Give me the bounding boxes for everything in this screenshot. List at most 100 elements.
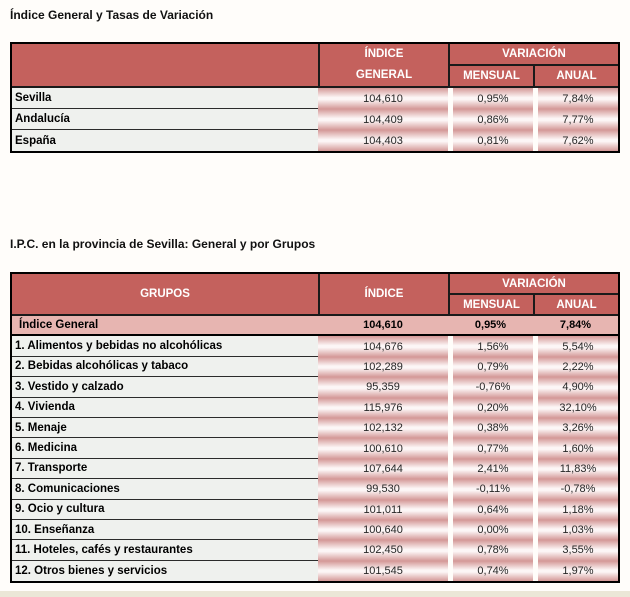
indice-cell: 95,359 bbox=[318, 377, 448, 398]
table-row: 11. Hoteles, cafés y restaurantes 102,45… bbox=[12, 540, 618, 561]
indice-cell: 104,409 bbox=[318, 109, 448, 130]
row-label-cell: 6. Medicina bbox=[12, 438, 318, 459]
indice-cell: 115,976 bbox=[318, 397, 448, 418]
anual-cell: 11,83% bbox=[533, 458, 618, 480]
anual-cell: 7,77% bbox=[533, 109, 618, 130]
table-row: 8. Comunicaciones 99,530 -0,11% -0,78% bbox=[12, 479, 618, 500]
page-bottom-strip bbox=[0, 591, 630, 597]
table-row: 7. Transporte 107,644 2,41% 11,83% bbox=[12, 458, 618, 480]
row-label-cell: 4. Vivienda bbox=[12, 397, 318, 418]
table-ipc-groups: GRUPOS ÍNDICE VARIACIÓN MENSUAL ANUAL Ín… bbox=[10, 272, 620, 584]
mensual-cell: -0,76% bbox=[448, 377, 533, 398]
anual-cell: 32,10% bbox=[533, 397, 618, 418]
table-row: 1. Alimentos y bebidas no alcohólicas 10… bbox=[12, 336, 618, 357]
table1-header-anual: ANUAL bbox=[533, 66, 618, 88]
row-label-cell: 1. Alimentos y bebidas no alcohólicas bbox=[12, 336, 318, 357]
indice-cell: 100,610 bbox=[318, 438, 448, 459]
anual-cell: 2,22% bbox=[533, 356, 618, 378]
table-row: 3. Vestido y calzado 95,359 -0,76% 4,90% bbox=[12, 377, 618, 398]
table-row: 12. Otros bienes y servicios 101,545 0,7… bbox=[12, 560, 618, 582]
indice-cell: 104,403 bbox=[318, 130, 448, 151]
anual-cell: 3,26% bbox=[533, 417, 618, 439]
indice-cell: 104,610 bbox=[318, 88, 448, 109]
row-label-cell: 12. Otros bienes y servicios bbox=[12, 560, 318, 582]
table-row: 5. Menaje 102,132 0,38% 3,26% bbox=[12, 417, 618, 439]
row-label-cell: 3. Vestido y calzado bbox=[12, 377, 318, 398]
mensual-cell: 0,74% bbox=[448, 560, 533, 582]
mensual-cell: 0,95% bbox=[448, 88, 533, 109]
row-label-cell: 10. Enseñanza bbox=[12, 519, 318, 541]
mensual-cell: 0,77% bbox=[448, 438, 533, 459]
row-label-cell: Índice General bbox=[12, 316, 318, 337]
indice-cell: 101,011 bbox=[318, 499, 448, 520]
anual-cell: 5,54% bbox=[533, 336, 618, 357]
table2-header-mensual: MENSUAL bbox=[448, 295, 533, 316]
anual-cell: 7,84% bbox=[533, 88, 618, 109]
table1-corner-cell bbox=[12, 44, 318, 88]
mensual-cell: 0,20% bbox=[448, 397, 533, 418]
anual-cell: 3,55% bbox=[533, 540, 618, 561]
section1-title: Índice General y Tasas de Variación bbox=[10, 8, 214, 22]
table-row: Andalucía 104,409 0,86% 7,77% bbox=[12, 109, 618, 130]
mensual-cell: 0,78% bbox=[448, 540, 533, 561]
table-row: 2. Bebidas alcohólicas y tabaco 102,289 … bbox=[12, 356, 618, 378]
table2-header-anual: ANUAL bbox=[533, 295, 618, 316]
row-label-cell: Andalucía bbox=[12, 109, 318, 130]
header-indice-line2: GENERAL bbox=[355, 69, 413, 81]
table-row: 4. Vivienda 115,976 0,20% 32,10% bbox=[12, 397, 618, 418]
table1-header-variacion: VARIACIÓN bbox=[448, 44, 618, 66]
row-label-cell: 9. Ocio y cultura bbox=[12, 499, 318, 520]
row-label-cell: 2. Bebidas alcohólicas y tabaco bbox=[12, 356, 318, 378]
anual-cell: 7,62% bbox=[533, 130, 618, 151]
indice-cell: 104,676 bbox=[318, 336, 448, 357]
indice-cell: 102,450 bbox=[318, 540, 448, 561]
anual-cell: 7,84% bbox=[533, 316, 618, 337]
mensual-cell: 0,64% bbox=[448, 499, 533, 520]
table1-header-row-2: MENSUAL ANUAL bbox=[12, 66, 618, 88]
indice-cell: 100,640 bbox=[318, 519, 448, 541]
indice-cell: 101,545 bbox=[318, 560, 448, 582]
table2-header-variacion: VARIACIÓN bbox=[448, 274, 618, 295]
mensual-cell: 0,38% bbox=[448, 417, 533, 439]
mensual-cell: -0,11% bbox=[448, 479, 533, 500]
anual-cell: 1,03% bbox=[533, 519, 618, 541]
table2-header-row-1: GRUPOS ÍNDICE VARIACIÓN bbox=[12, 274, 618, 316]
mensual-cell: 0,86% bbox=[448, 109, 533, 130]
table-row: Sevilla 104,610 0,95% 7,84% bbox=[12, 88, 618, 109]
table2-header-indice: ÍNDICE bbox=[318, 274, 448, 316]
indice-cell: 107,644 bbox=[318, 458, 448, 480]
anual-cell: 1,60% bbox=[533, 438, 618, 459]
row-label-cell: 5. Menaje bbox=[12, 417, 318, 439]
table-row: España 104,403 0,81% 7,62% bbox=[12, 130, 618, 151]
indice-cell: 99,530 bbox=[318, 479, 448, 500]
row-label-cell: 7. Transporte bbox=[12, 458, 318, 480]
mensual-cell: 0,95% bbox=[448, 316, 533, 337]
mensual-cell: 0,79% bbox=[448, 356, 533, 378]
table-general-indices: ÍNDICE GENERAL VARIACIÓN MENSUAL ANUAL S… bbox=[10, 42, 620, 153]
row-label-cell: España bbox=[12, 130, 318, 151]
table-row: 6. Medicina 100,610 0,77% 1,60% bbox=[12, 438, 618, 459]
summary-row-indice-general: Índice General 104,610 0,95% 7,84% bbox=[12, 316, 618, 337]
row-label-cell: 11. Hoteles, cafés y restaurantes bbox=[12, 540, 318, 561]
table1-header-row-1: ÍNDICE GENERAL VARIACIÓN bbox=[12, 44, 618, 88]
indice-cell: 102,132 bbox=[318, 417, 448, 439]
table-row: 10. Enseñanza 100,640 0,00% 1,03% bbox=[12, 519, 618, 541]
indice-cell: 102,289 bbox=[318, 356, 448, 378]
anual-cell: 4,90% bbox=[533, 377, 618, 398]
mensual-cell: 1,56% bbox=[448, 336, 533, 357]
row-label-cell: Sevilla bbox=[12, 88, 318, 109]
document-page: { "colors": { "header_bg": "#c4615d", "h… bbox=[0, 8, 630, 597]
table1-header-mensual: MENSUAL bbox=[448, 66, 533, 88]
mensual-cell: 0,81% bbox=[448, 130, 533, 151]
table2-header-grupos: GRUPOS bbox=[12, 274, 318, 316]
table2-header-row-2: MENSUAL ANUAL bbox=[12, 295, 618, 316]
anual-cell: 1,18% bbox=[533, 499, 618, 520]
header-indice-line1: ÍNDICE bbox=[364, 48, 404, 60]
row-label-cell: 8. Comunicaciones bbox=[12, 479, 318, 500]
anual-cell: -0,78% bbox=[533, 479, 618, 500]
anual-cell: 1,97% bbox=[533, 560, 618, 582]
indice-cell: 104,610 bbox=[318, 316, 448, 337]
section2-title: I.P.C. en la provincia de Sevilla: Gener… bbox=[10, 237, 316, 251]
mensual-cell: 2,41% bbox=[448, 458, 533, 480]
table1-header-indice-general: ÍNDICE GENERAL bbox=[318, 44, 448, 88]
